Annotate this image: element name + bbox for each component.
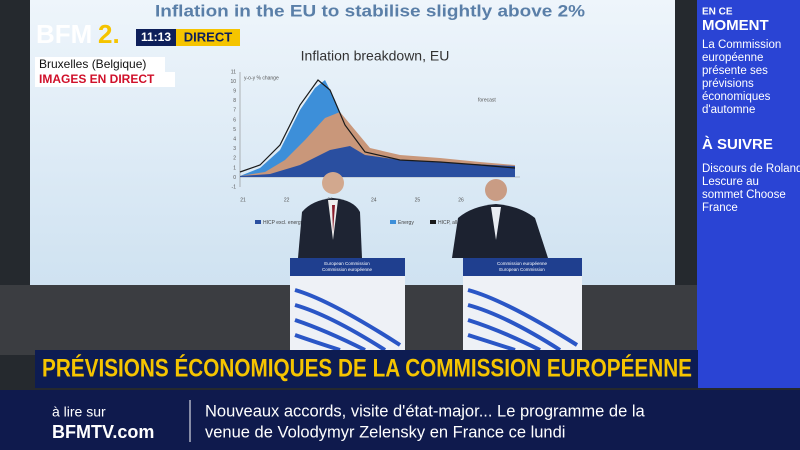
location-box [35, 57, 165, 72]
y-tick-label: 10 [230, 79, 236, 85]
footer-bar [0, 390, 800, 450]
podium-label: Commission européenne [497, 261, 548, 266]
direct-box [176, 29, 240, 46]
time-box [136, 29, 176, 46]
y-tick-label: 6 [233, 117, 236, 123]
podium-top [290, 258, 405, 276]
now-line: d'automne [702, 104, 755, 116]
now-line: La Commission [702, 39, 781, 51]
y-tick-label: 11 [231, 69, 236, 75]
legend-label: HICP, all items [438, 220, 471, 226]
podium-label: European Commission [324, 261, 370, 266]
next-title: À SUIVRE [702, 136, 773, 153]
podium-stripes [294, 288, 402, 352]
next-line: Lescure au [702, 176, 759, 188]
banner-text: PRÉVISIONS ÉCONOMIQUES DE LA COMMISSION … [42, 354, 692, 383]
logo-brand: BFM [36, 19, 92, 49]
tie [332, 205, 335, 232]
live-time: 11:13 [141, 30, 171, 44]
legend-label: HICP excl. energy [263, 220, 304, 226]
slide-title: Inflation in the EU to stabilise slightl… [155, 1, 585, 20]
now-line: prévisions [702, 78, 754, 90]
legend-swatch [430, 220, 436, 224]
y-tick-label: 0 [233, 175, 236, 181]
podium-right: Commission européenne European Commissio… [463, 258, 582, 352]
speaker-left [298, 172, 362, 258]
banner-box [35, 350, 698, 388]
y-tick-label: -1 [232, 185, 237, 191]
speaker-right [452, 179, 548, 258]
y-tick-label: 9 [233, 89, 236, 95]
news-ticker: Nouveaux accords, visite d'état-major...… [205, 402, 646, 441]
next-line: sommet Choose [702, 189, 786, 201]
suit [298, 198, 362, 258]
now-kicker: EN CE [702, 7, 733, 18]
now-line: présente ses [702, 65, 768, 77]
x-tick-label: 24 [371, 197, 377, 203]
legend-swatch [255, 220, 261, 224]
ticker-line: venue de Volodymyr Zelensky en France ce… [205, 423, 565, 441]
head [322, 172, 344, 194]
now-line: européenne [702, 52, 763, 64]
y-tick-label: 7 [233, 108, 236, 114]
y-tick-label: 8 [233, 98, 236, 104]
x-tick-label: 21 [240, 197, 246, 203]
suit [452, 204, 548, 258]
y-tick-label: 5 [233, 127, 236, 133]
podium-left: European Commission Commission européenn… [290, 258, 405, 352]
site-name: BFMTV.com [52, 422, 154, 442]
logo-channel: 2. [98, 19, 120, 49]
slide-forecast-label: forecast [478, 97, 496, 103]
ticker-line: Nouveaux accords, visite d'état-major...… [205, 402, 646, 420]
podium-stripes [467, 288, 579, 352]
status-box [35, 72, 175, 87]
location-place: Bruxelles (Belgique) [39, 57, 146, 71]
live-label: DIRECT [184, 29, 232, 44]
slide-hicp-line [239, 79, 516, 173]
now-title: MOMENT [702, 17, 769, 34]
side-panel [697, 0, 800, 388]
slide-subtitle: Inflation breakdown, EU [301, 48, 450, 64]
read-on: à lire sur [52, 404, 106, 420]
next-line: France [702, 202, 738, 214]
location-status: IMAGES EN DIRECT [39, 72, 155, 86]
shirt [491, 207, 501, 240]
head [485, 179, 507, 201]
podium-top [463, 258, 582, 276]
podium-label: Commission européenne [322, 267, 373, 272]
podium-label: European Commission [499, 267, 545, 272]
next-line: Discours de Roland [702, 163, 800, 175]
y-tick-label: 2 [233, 156, 236, 162]
x-tick-label: 26 [458, 197, 464, 203]
now-line: économiques [702, 91, 771, 103]
x-tick-label: 25 [415, 197, 421, 203]
y-tick-label: 1 [233, 165, 236, 171]
legend-label: Energy [398, 220, 414, 226]
slide-axis-label: y-o-y % change [244, 75, 279, 81]
y-tick-label: 3 [233, 146, 236, 152]
legend-swatch [390, 220, 396, 224]
slide-area-services [240, 146, 515, 177]
x-tick-label: 22 [284, 197, 290, 203]
y-tick-label: 4 [233, 137, 236, 143]
slide-legend: HICP excl. energy Energy HICP, all items [255, 220, 471, 226]
